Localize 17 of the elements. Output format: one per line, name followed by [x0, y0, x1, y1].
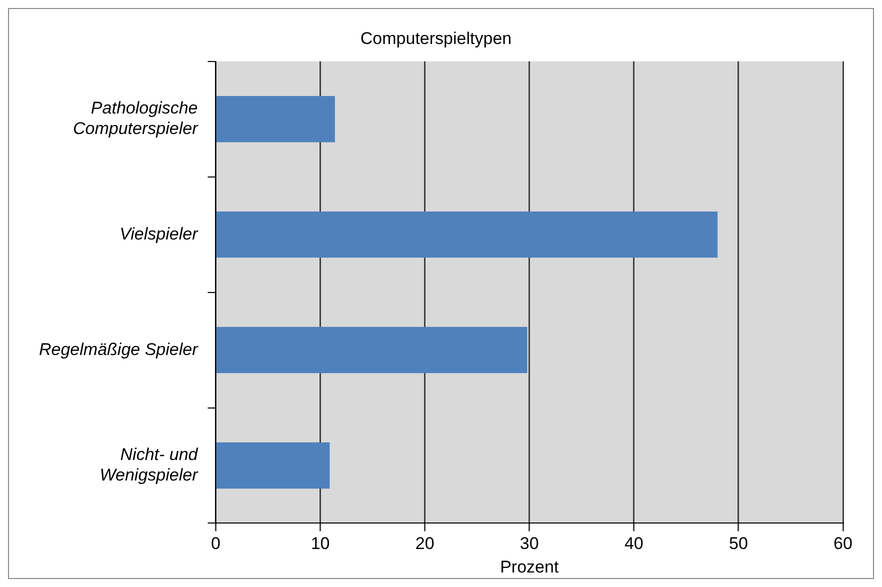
bar	[216, 96, 335, 142]
y-tick-label: Nicht- und Wenigspieler	[100, 445, 200, 484]
x-tick-label: 10	[310, 534, 330, 554]
x-tick-label: 20	[415, 534, 434, 554]
x-tick-label: 50	[728, 534, 748, 554]
y-tick-label: Vielspieler	[120, 224, 200, 244]
x-axis-title: Prozent	[500, 557, 559, 576]
chart-title: Computerspieltypen	[360, 28, 512, 48]
bar	[216, 211, 718, 258]
bar	[216, 442, 330, 489]
y-tick-label: Regelmäßige Spieler	[38, 340, 200, 359]
x-tick-label: 60	[834, 534, 852, 554]
y-tick-label: Pathologische Computerspieler	[73, 98, 200, 138]
x-tick-label: 0	[211, 534, 220, 554]
bar	[216, 326, 528, 374]
x-tick-label: 40	[624, 534, 644, 554]
x-tick-label: 30	[520, 534, 539, 554]
